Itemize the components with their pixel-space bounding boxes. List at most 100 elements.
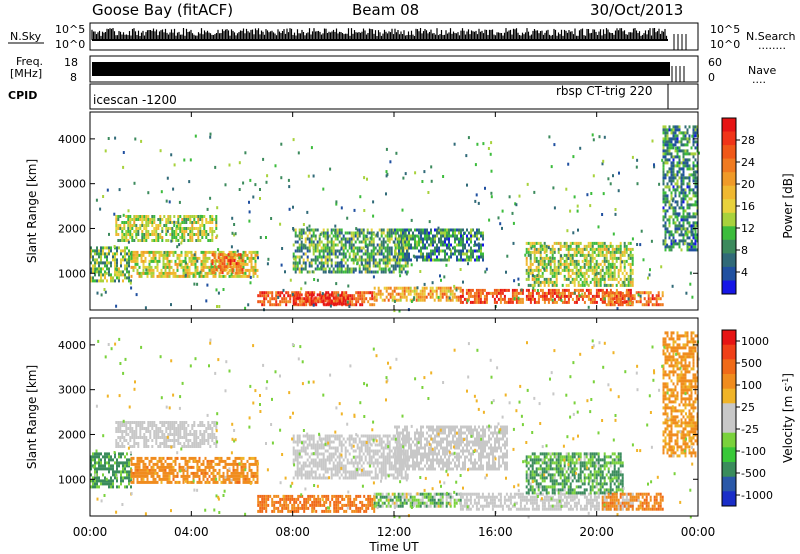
range-gate-cell: [345, 297, 348, 301]
range-gate-cell: [561, 256, 564, 260]
cpid-segment-2: rbsp CT-trig 220: [556, 84, 652, 98]
range-gate-cell: [555, 268, 558, 272]
range-gate-cell: [100, 267, 102, 271]
range-gate-cell: [186, 474, 189, 478]
range-gate-cell: [160, 465, 163, 469]
range-gate-cell: [356, 228, 359, 232]
range-gate-cell: [296, 234, 299, 238]
range-gate-cell: [231, 262, 234, 266]
range-gate-cell: [305, 297, 308, 301]
range-gate-cell: [151, 239, 154, 242]
range-gate-cell: [327, 235, 330, 239]
range-gate-cell: [682, 212, 685, 216]
range-gate-cell: [439, 298, 442, 302]
range-gate-cell: [651, 294, 654, 298]
range-gate-cell: [158, 456, 161, 460]
range-gate-cell: [666, 158, 669, 162]
range-gate-cell: [680, 167, 683, 171]
range-gate-cell: [404, 228, 406, 232]
range-gate-cell: [686, 242, 689, 246]
range-gate-cell: [611, 253, 614, 257]
range-gate-cell: [416, 286, 419, 290]
range-gate-cell: [629, 300, 632, 304]
range-gate-cell: [691, 295, 694, 299]
range-gate-cell: [609, 294, 612, 298]
range-gate-cell: [539, 283, 542, 287]
range-gate-cell: [184, 271, 187, 275]
range-gate-cell: [672, 134, 675, 138]
range-gate-cell: [328, 296, 331, 300]
range-gate-cell: [393, 286, 396, 290]
range-gate-cell: [682, 149, 685, 153]
range-gate-cell: [499, 291, 502, 295]
range-gate-cell: [134, 265, 137, 269]
range-gate-cell: [621, 300, 624, 304]
range-gate-cell: [682, 224, 685, 228]
range-gate-cell: [164, 465, 167, 469]
range-gate-cell: [619, 303, 622, 307]
range-gate-cell: [352, 246, 355, 250]
range-gate-cell: [541, 288, 544, 292]
range-gate-cell: [611, 259, 614, 263]
range-gate-cell: [130, 265, 133, 269]
range-gate-cell: [94, 452, 96, 456]
range-gate-cell: [346, 240, 349, 244]
range-gate-cell: [472, 234, 474, 238]
range-gate-cell: [643, 303, 646, 307]
range-gate-cell: [261, 291, 264, 295]
range-gate-cell: [300, 270, 303, 274]
range-gate-cell: [540, 244, 543, 248]
range-gate-cell: [300, 293, 303, 297]
range-gate-cell: [302, 231, 305, 235]
range-gate-cell: [406, 240, 408, 244]
range-gate-cell: [682, 227, 685, 231]
range-gate-cell: [366, 270, 369, 274]
range-gate-cell: [426, 252, 428, 256]
range-gate-cell: [688, 182, 691, 186]
range-gate-cell: [670, 173, 673, 177]
range-gate-cell: [607, 177, 610, 181]
range-gate-cell: [668, 245, 671, 249]
range-gate-cell: [334, 261, 337, 265]
range-gate-cell: [408, 237, 410, 241]
range-gate-cell: [438, 228, 440, 232]
range-gate-cell: [170, 456, 173, 460]
range-gate-cell: [587, 265, 590, 269]
range-gate-cell: [94, 470, 96, 474]
range-gate-cell: [573, 250, 576, 254]
range-gate-cell: [581, 294, 584, 298]
range-gate-cell: [464, 258, 466, 262]
range-gate-cell: [585, 268, 588, 272]
range-gate-cell: [670, 146, 673, 150]
range-gate-cell: [306, 255, 309, 259]
range-gate-cell: [474, 163, 477, 167]
range-gate-cell: [151, 221, 154, 224]
range-gate-cell: [199, 214, 202, 218]
range-gate-cell: [684, 176, 687, 180]
range-gate-cell: [617, 250, 620, 254]
range-gate-cell: [296, 261, 299, 265]
range-gate-cell: [688, 224, 691, 228]
range-gate-cell: [319, 232, 322, 236]
range-gate-cell: [342, 252, 345, 256]
range-gate-cell: [557, 247, 560, 251]
range-gate-cell: [418, 249, 420, 253]
range-gate-cell: [128, 252, 130, 256]
range-gate-cell: [448, 234, 450, 238]
range-gate-cell: [308, 231, 311, 235]
range-gate-cell: [143, 236, 146, 239]
range-gate-cell: [572, 155, 575, 159]
range-gate-cell: [223, 265, 226, 269]
range-gate-cell: [543, 277, 546, 281]
range-gate-cell: [431, 281, 434, 285]
nave-label: Nave: [748, 64, 776, 77]
range-gate-cell: [448, 231, 450, 235]
range-gate-cell: [312, 240, 315, 244]
range-gate-cell: [380, 231, 383, 235]
range-gate-cell: [431, 292, 434, 296]
range-gate-cell: [364, 237, 367, 241]
range-gate-cell: [148, 259, 151, 263]
range-gate-cell: [450, 234, 452, 238]
range-gate-cell: [517, 277, 520, 281]
range-gate-cell: [116, 261, 118, 265]
